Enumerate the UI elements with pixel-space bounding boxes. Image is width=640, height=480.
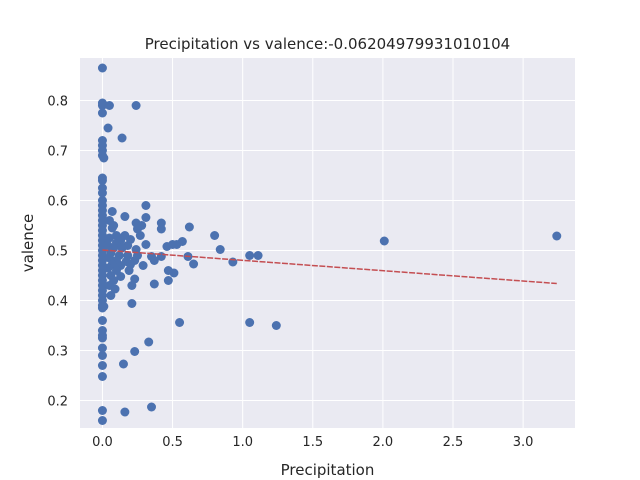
- x-axis-label: Precipitation: [281, 461, 375, 479]
- data-point: [120, 212, 130, 221]
- x-tick-label: 0.0: [92, 435, 113, 450]
- data-point: [97, 416, 107, 425]
- data-point: [141, 240, 151, 249]
- data-point: [138, 261, 148, 270]
- data-point: [97, 316, 107, 325]
- data-point: [172, 240, 182, 249]
- y-tick-label: 0.3: [47, 345, 68, 360]
- data-point: [189, 259, 199, 269]
- data-point: [184, 222, 194, 232]
- data-point: [271, 321, 281, 330]
- data-point: [175, 318, 185, 327]
- grid-lines: [80, 58, 575, 428]
- data-point: [97, 108, 107, 118]
- data-point: [127, 299, 137, 308]
- data-point: [149, 256, 159, 265]
- data-point: [97, 351, 107, 360]
- data-point: [97, 343, 107, 353]
- data-point: [116, 272, 126, 281]
- data-point: [552, 231, 562, 241]
- data-point: [103, 123, 113, 133]
- data-point: [210, 231, 220, 240]
- data-point: [104, 101, 114, 110]
- data-point: [99, 153, 109, 163]
- y-tick-label: 0.5: [47, 245, 68, 260]
- data-point: [103, 263, 113, 273]
- data-point: [379, 236, 389, 246]
- trend-line: [102, 249, 557, 285]
- data-point: [245, 251, 255, 260]
- data-point: [253, 251, 263, 260]
- y-tick-label: 0.8: [47, 95, 68, 110]
- data-point: [120, 407, 130, 417]
- data-point: [156, 224, 166, 234]
- data-point: [97, 63, 107, 73]
- data-point: [117, 133, 127, 143]
- data-point: [147, 402, 157, 412]
- data-point: [97, 372, 107, 381]
- data-point: [141, 201, 151, 210]
- chart-title: Precipitation vs valence:-0.062049799310…: [145, 35, 510, 53]
- data-point: [141, 213, 151, 222]
- data-point: [110, 284, 120, 294]
- data-point: [97, 101, 107, 110]
- x-tick-label: 1.0: [232, 435, 253, 450]
- trendline-group: [102, 249, 557, 285]
- x-tick-label: 1.5: [302, 435, 323, 450]
- data-point: [97, 176, 107, 185]
- x-tick-labels: 0.0 0.5 1.0 1.5 2.0 2.5 3.0: [92, 435, 533, 450]
- x-tick-label: 0.5: [162, 435, 183, 450]
- data-point: [131, 101, 141, 110]
- x-tick-label: 3.0: [513, 435, 534, 450]
- data-point: [169, 268, 179, 278]
- data-point: [117, 243, 127, 253]
- x-tick-label: 2.0: [373, 435, 394, 450]
- y-axis-label: valence: [19, 214, 37, 272]
- plot-area: [80, 58, 575, 428]
- y-tick-labels: 0.2 0.3 0.4 0.5 0.6 0.7 0.8: [47, 95, 68, 410]
- y-tick-label: 0.7: [47, 145, 68, 160]
- data-point: [149, 279, 159, 289]
- x-tick-label: 2.5: [443, 435, 464, 450]
- data-point: [97, 303, 107, 313]
- data-point: [97, 361, 107, 370]
- data-point: [130, 347, 140, 356]
- data-point: [107, 207, 117, 216]
- data-point: [215, 245, 225, 254]
- data-point: [106, 291, 116, 300]
- y-tick-label: 0.6: [47, 195, 68, 210]
- data-point: [118, 359, 128, 369]
- data-point: [127, 281, 137, 290]
- data-point: [245, 318, 255, 327]
- data-point: [135, 231, 145, 240]
- data-point: [162, 242, 172, 251]
- data-point: [104, 233, 114, 243]
- data-point: [97, 406, 107, 415]
- data-point: [97, 333, 107, 343]
- data-point: [107, 223, 117, 233]
- data-point: [144, 337, 154, 347]
- y-tick-label: 0.4: [47, 295, 68, 310]
- data-point: [163, 276, 173, 285]
- data-point: [97, 188, 107, 198]
- data-point: [124, 266, 134, 275]
- y-tick-label: 0.2: [47, 395, 68, 410]
